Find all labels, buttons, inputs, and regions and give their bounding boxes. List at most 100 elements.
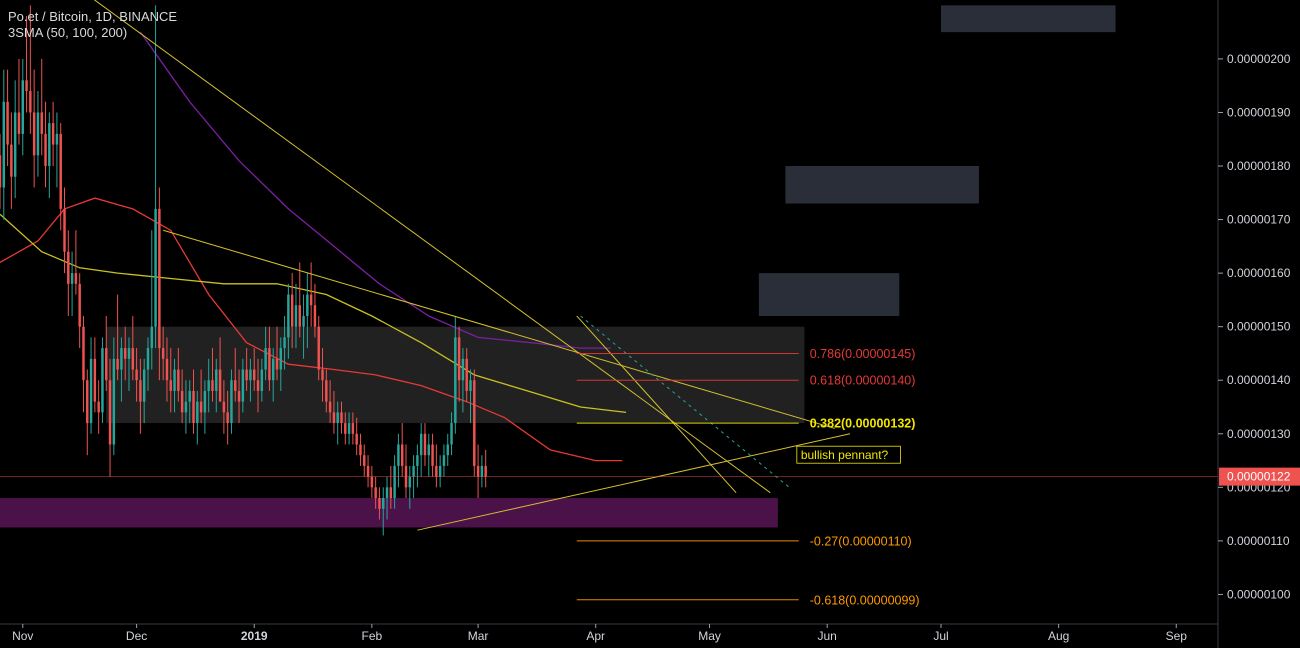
candle	[74, 230, 78, 295]
y-tick-label: 0.00000100	[1227, 587, 1291, 601]
y-tick-label: 0.00000170	[1227, 213, 1291, 227]
candle	[161, 326, 165, 381]
candle-body	[135, 369, 138, 381]
trendlines-layer	[93, 0, 851, 531]
candle-body	[332, 412, 336, 424]
resistance-box-2	[785, 166, 979, 204]
resistance-box-1	[758, 273, 900, 316]
candle-body	[465, 358, 468, 391]
candle-body	[237, 390, 241, 402]
candle-body	[74, 273, 78, 284]
symbol-title[interactable]: Po.et / Bitcoin, 1D, BINANCE	[8, 9, 178, 24]
fib-level-label: -0.618(0.00000099)	[810, 593, 920, 607]
candle	[55, 112, 59, 188]
x-axis[interactable]: Nov Dec 2019 Feb Mar Apr May Jun Jul Aug Sep	[0, 623, 1218, 643]
candle-body	[328, 401, 332, 413]
candle	[423, 423, 427, 466]
candle-body	[184, 401, 188, 413]
long-downtrend-line	[93, 0, 771, 494]
candle	[363, 444, 366, 477]
candle-body	[177, 369, 180, 391]
candle-body	[218, 369, 222, 402]
candle	[374, 476, 377, 509]
candle	[48, 112, 51, 199]
annotations-layer: bullish pennant?	[796, 445, 901, 464]
candle	[271, 348, 275, 402]
candle-body	[313, 305, 317, 327]
candle-body	[127, 348, 131, 359]
last-price-label: 0.00000122	[1227, 470, 1291, 484]
candle-body	[317, 326, 320, 370]
candle-body	[86, 380, 89, 424]
x-tick-label: Dec	[126, 629, 147, 643]
candle-body	[336, 412, 339, 424]
candle-body	[203, 390, 207, 413]
candle	[17, 58, 21, 145]
y-tick-label: 0.00000150	[1227, 320, 1291, 334]
candle-body	[347, 423, 351, 434]
candle	[78, 273, 81, 349]
support-zone	[0, 498, 778, 528]
candle	[400, 423, 404, 477]
candle	[82, 315, 85, 413]
candle	[442, 444, 446, 477]
last-price-badge: 0.00000122	[1219, 467, 1300, 486]
candles-layer	[0, 5, 487, 536]
candle-body	[241, 369, 245, 402]
candle	[476, 444, 480, 499]
candle	[298, 262, 301, 338]
sma-50-line	[0, 197, 623, 462]
candle-body	[0, 155, 2, 188]
y-axis[interactable]: 0.00000200 0.00000190 0.00000180 0.00000170…	[1217, 0, 1300, 648]
candle	[123, 326, 127, 381]
candle	[116, 294, 119, 381]
fib-level-label: 0.382(0.00000132)	[810, 417, 916, 431]
x-tick-label: Mar	[468, 629, 489, 643]
candle-body	[400, 444, 404, 466]
candle-body	[192, 390, 195, 424]
candle-body	[10, 144, 13, 177]
candle	[70, 251, 74, 316]
y-tick-label: 0.00000110	[1227, 534, 1290, 548]
candle	[268, 326, 271, 391]
steep-downtrend-line	[576, 315, 737, 494]
candle-body	[70, 273, 74, 284]
candle-body	[268, 348, 271, 381]
candle-body	[408, 476, 412, 488]
candle	[21, 58, 24, 156]
candle	[461, 348, 465, 413]
candle	[150, 230, 154, 370]
candle-body	[158, 208, 161, 349]
candle	[165, 337, 169, 402]
candle-body	[173, 369, 176, 391]
candle	[112, 337, 116, 456]
candle	[249, 358, 252, 402]
candle	[10, 112, 13, 209]
candle	[245, 348, 248, 391]
candle-body	[245, 369, 248, 381]
candle-body	[108, 380, 112, 445]
moving-averages-layer	[0, 31, 627, 462]
candle	[86, 369, 89, 456]
candle	[340, 401, 343, 434]
candle-body	[105, 348, 108, 381]
candle-body	[154, 208, 157, 327]
candle-body	[321, 369, 324, 381]
candle	[67, 230, 70, 316]
candle-body	[211, 380, 214, 391]
indicator-label[interactable]: 3SMA (50, 100, 200)	[8, 25, 128, 40]
candle	[120, 337, 123, 402]
candle-body	[397, 444, 400, 466]
pennant-upper-line	[163, 229, 835, 429]
candle-body	[29, 91, 32, 113]
candle-body	[450, 423, 453, 445]
candle	[222, 380, 226, 434]
candle	[408, 465, 412, 509]
candle-body	[2, 101, 6, 188]
candle	[13, 80, 17, 199]
candle	[480, 455, 484, 488]
candle	[287, 283, 290, 359]
candle-body	[67, 251, 70, 284]
candle-body	[419, 433, 423, 456]
